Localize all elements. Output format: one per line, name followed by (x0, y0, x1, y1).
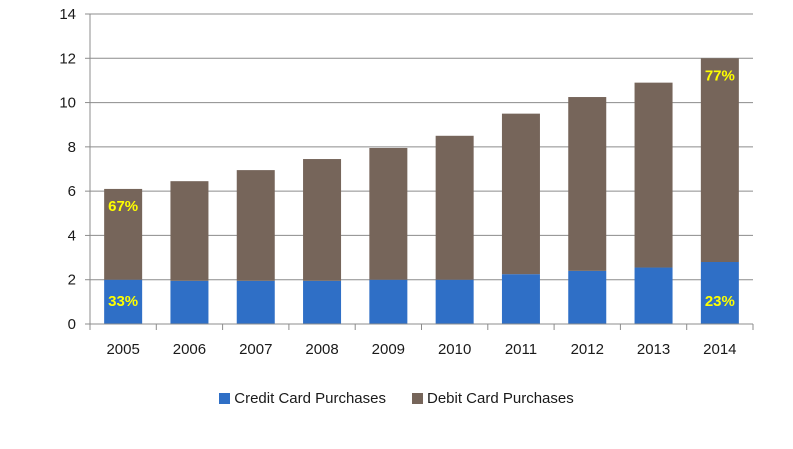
y-tick-label: 4 (68, 227, 76, 244)
legend: Credit Card Purchases Debit Card Purchas… (0, 390, 793, 407)
legend-swatch-debit (412, 393, 423, 404)
y-tick-label: 2 (68, 272, 76, 289)
data-label: 77% (705, 67, 735, 84)
x-tick-label: 2005 (106, 341, 139, 358)
bars (104, 58, 739, 324)
y-tick-label: 14 (59, 6, 76, 23)
y-tick-label: 0 (68, 316, 76, 333)
x-axis: 2005 2006 2007 2008 2009 2010 2011 2012 2013 2014 (89, 323, 754, 358)
bar-credit-card-purchases-2012 (568, 270, 607, 324)
legend-item-debit: Debit Card Purchases (412, 390, 574, 407)
bar-credit-card-purchases-2011 (501, 274, 540, 324)
data-labels: 67% 33% 77% 23% (108, 67, 735, 310)
y-axis: 0 2 4 6 8 10 12 14 (59, 6, 91, 333)
x-tick-label: 2011 (505, 341, 537, 358)
x-tick-label: 2009 (372, 341, 405, 358)
y-tick-label: 6 (68, 183, 76, 200)
bar-debit-card-purchases-2014 (700, 58, 739, 263)
bar-credit-card-purchases-2005 (104, 279, 143, 324)
bar-debit-card-purchases-2010 (435, 135, 474, 280)
x-tick-label: 2006 (173, 341, 206, 358)
bar-debit-card-purchases-2006 (170, 181, 209, 281)
data-label: 33% (108, 293, 138, 310)
bar-credit-card-purchases-2006 (170, 280, 209, 324)
legend-label-debit: Debit Card Purchases (427, 390, 574, 407)
y-tick-label: 8 (68, 139, 76, 156)
bar-credit-card-purchases-2010 (435, 279, 474, 324)
legend-label-credit: Credit Card Purchases (234, 390, 386, 407)
x-tick-label: 2010 (438, 341, 471, 358)
data-label: 67% (108, 198, 138, 215)
bar-debit-card-purchases-2008 (303, 159, 342, 281)
y-tick-label: 10 (59, 95, 76, 112)
data-label: 23% (705, 293, 735, 310)
bar-debit-card-purchases-2007 (236, 170, 275, 281)
bar-credit-card-purchases-2007 (236, 280, 275, 324)
x-tick-label: 2012 (571, 341, 604, 358)
bar-credit-card-purchases-2009 (369, 279, 408, 324)
x-tick-label: 2013 (637, 341, 670, 358)
bar-debit-card-purchases-2013 (634, 82, 673, 268)
bar-debit-card-purchases-2005 (104, 188, 143, 280)
x-tick-label: 2008 (305, 341, 338, 358)
bar-credit-card-purchases-2008 (303, 280, 342, 324)
y-tick-label: 12 (59, 50, 76, 67)
legend-swatch-credit (219, 393, 231, 404)
legend-item-credit: Credit Card Purchases (219, 390, 386, 407)
bar-credit-card-purchases-2014 (700, 262, 739, 324)
bar-debit-card-purchases-2011 (501, 113, 540, 275)
x-tick-label: 2014 (703, 341, 736, 358)
bar-debit-card-purchases-2009 (369, 147, 408, 280)
bar-debit-card-purchases-2012 (568, 97, 607, 271)
bar-credit-card-purchases-2013 (634, 267, 673, 324)
x-tick-label: 2007 (239, 341, 272, 358)
